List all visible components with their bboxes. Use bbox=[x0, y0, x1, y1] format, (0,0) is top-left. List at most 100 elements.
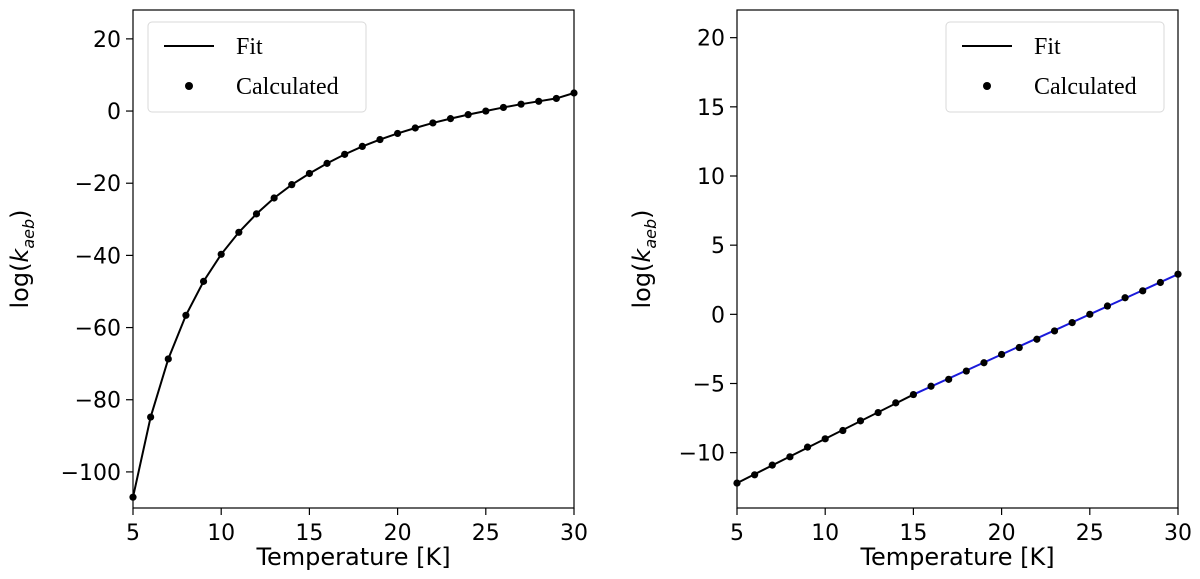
y-tick-label: −5 bbox=[693, 373, 725, 398]
x-tick-label: 5 bbox=[126, 521, 140, 546]
y-title-prefix: log( bbox=[628, 263, 656, 309]
legend-box bbox=[147, 21, 367, 113]
y-title-var: k bbox=[6, 248, 34, 263]
data-point bbox=[751, 471, 759, 479]
data-point bbox=[1121, 294, 1129, 302]
data-point bbox=[1050, 327, 1059, 335]
data-point bbox=[1156, 278, 1164, 287]
data-point bbox=[446, 115, 455, 123]
data-point bbox=[341, 150, 349, 158]
data-point bbox=[962, 367, 970, 375]
data-point bbox=[517, 100, 525, 108]
data-point bbox=[499, 103, 508, 112]
x-tick-label: 25 bbox=[472, 521, 500, 546]
data-point bbox=[358, 142, 366, 151]
data-point bbox=[164, 355, 172, 363]
legend-box bbox=[945, 21, 1165, 113]
legend-calculated-label: Calculated bbox=[1034, 74, 1137, 100]
data-point bbox=[839, 426, 847, 435]
data-point bbox=[235, 228, 243, 236]
data-point bbox=[856, 417, 865, 425]
data-point bbox=[482, 107, 490, 115]
y-tick-label: −10 bbox=[679, 442, 725, 467]
data-point bbox=[305, 169, 313, 178]
chart-panel-1: 5 10 15 20 25 30 20 0 −20 −40 −60 −80 −100 Temperatur… bbox=[6, 9, 588, 571]
legend-calculated-label: Calculated bbox=[236, 74, 339, 100]
y-tick-label: 20 bbox=[93, 28, 121, 53]
data-point bbox=[786, 453, 794, 461]
data-point bbox=[1139, 287, 1147, 295]
plot-frame bbox=[132, 9, 575, 509]
data-point bbox=[199, 277, 208, 285]
data-point bbox=[945, 375, 953, 383]
y-tick-label: −80 bbox=[75, 389, 121, 414]
data-point bbox=[323, 159, 331, 167]
data-point bbox=[552, 94, 560, 103]
data-point bbox=[411, 124, 419, 132]
data-point bbox=[980, 359, 988, 367]
y-title-var: k bbox=[628, 248, 656, 263]
data-point bbox=[217, 250, 225, 258]
legend-calculated-swatch bbox=[185, 82, 193, 90]
x-tick-label: 20 bbox=[384, 521, 412, 546]
data-point bbox=[927, 382, 935, 390]
data-point bbox=[1086, 310, 1094, 318]
data-point bbox=[270, 194, 278, 202]
series-line-1 bbox=[132, 92, 575, 498]
x-axis-title: Temperature [K] bbox=[255, 543, 450, 571]
data-point bbox=[821, 435, 829, 443]
data-point bbox=[394, 129, 402, 138]
x-tick-label: 5 bbox=[730, 521, 744, 546]
data-point bbox=[1068, 319, 1076, 327]
y-axis-title: log(kaeb) bbox=[628, 209, 660, 308]
data-point bbox=[803, 443, 812, 451]
data-point bbox=[892, 399, 900, 407]
data-point bbox=[768, 461, 776, 469]
x-tick-label: 30 bbox=[560, 521, 588, 546]
series-line-2 bbox=[912, 273, 1179, 396]
y-title-suffix: ) bbox=[6, 209, 34, 218]
y-tick-label: 5 bbox=[711, 234, 725, 259]
data-point bbox=[429, 119, 437, 127]
data-point bbox=[252, 210, 261, 218]
data-point bbox=[998, 350, 1006, 359]
data-point bbox=[535, 97, 543, 105]
y-tick-label: −40 bbox=[75, 244, 121, 269]
legend-fit-label: Fit bbox=[236, 34, 263, 60]
y-title-suffix: ) bbox=[628, 209, 656, 218]
y-tick-label: 0 bbox=[711, 303, 725, 328]
y-title-sub: aeb bbox=[641, 219, 660, 249]
x-axis-title: Temperature [K] bbox=[859, 543, 1054, 571]
y-tick-label: 15 bbox=[697, 96, 725, 121]
legend: Fit Calculated bbox=[147, 21, 367, 113]
x-tick-label: 25 bbox=[1076, 521, 1104, 546]
legend-calculated-swatch bbox=[983, 82, 991, 90]
y-tick-label: 10 bbox=[697, 165, 725, 190]
chart-panel-2: 5 10 15 20 25 30 20 15 10 5 0 −5 −10 Temperature [K] l… bbox=[628, 9, 1192, 571]
y-tick-label: 20 bbox=[697, 27, 725, 52]
y-title-sub: aeb bbox=[19, 219, 38, 249]
data-point bbox=[182, 311, 190, 319]
x-tick-label: 20 bbox=[988, 521, 1016, 546]
y-tick-label: −20 bbox=[75, 172, 121, 197]
x-tick-label: 30 bbox=[1164, 521, 1192, 546]
data-point bbox=[464, 111, 472, 119]
data-point bbox=[147, 413, 155, 421]
data-point bbox=[1103, 302, 1112, 310]
x-tick-label: 15 bbox=[899, 521, 927, 546]
data-point bbox=[1015, 343, 1023, 352]
data-point bbox=[1033, 335, 1041, 343]
legend: Fit Calculated bbox=[945, 21, 1165, 113]
legend-fit-label: Fit bbox=[1034, 34, 1061, 60]
x-tick-label: 10 bbox=[207, 521, 235, 546]
y-tick-label: −60 bbox=[75, 317, 121, 342]
y-title-prefix: log( bbox=[6, 263, 34, 309]
y-tick-label: −100 bbox=[61, 461, 121, 486]
y-tick-label: 0 bbox=[107, 100, 121, 125]
data-point bbox=[874, 408, 882, 417]
x-tick-label: 10 bbox=[811, 521, 839, 546]
data-point bbox=[288, 181, 296, 189]
y-axis-title: log(kaeb) bbox=[6, 209, 38, 308]
plot-frame bbox=[736, 9, 1179, 509]
